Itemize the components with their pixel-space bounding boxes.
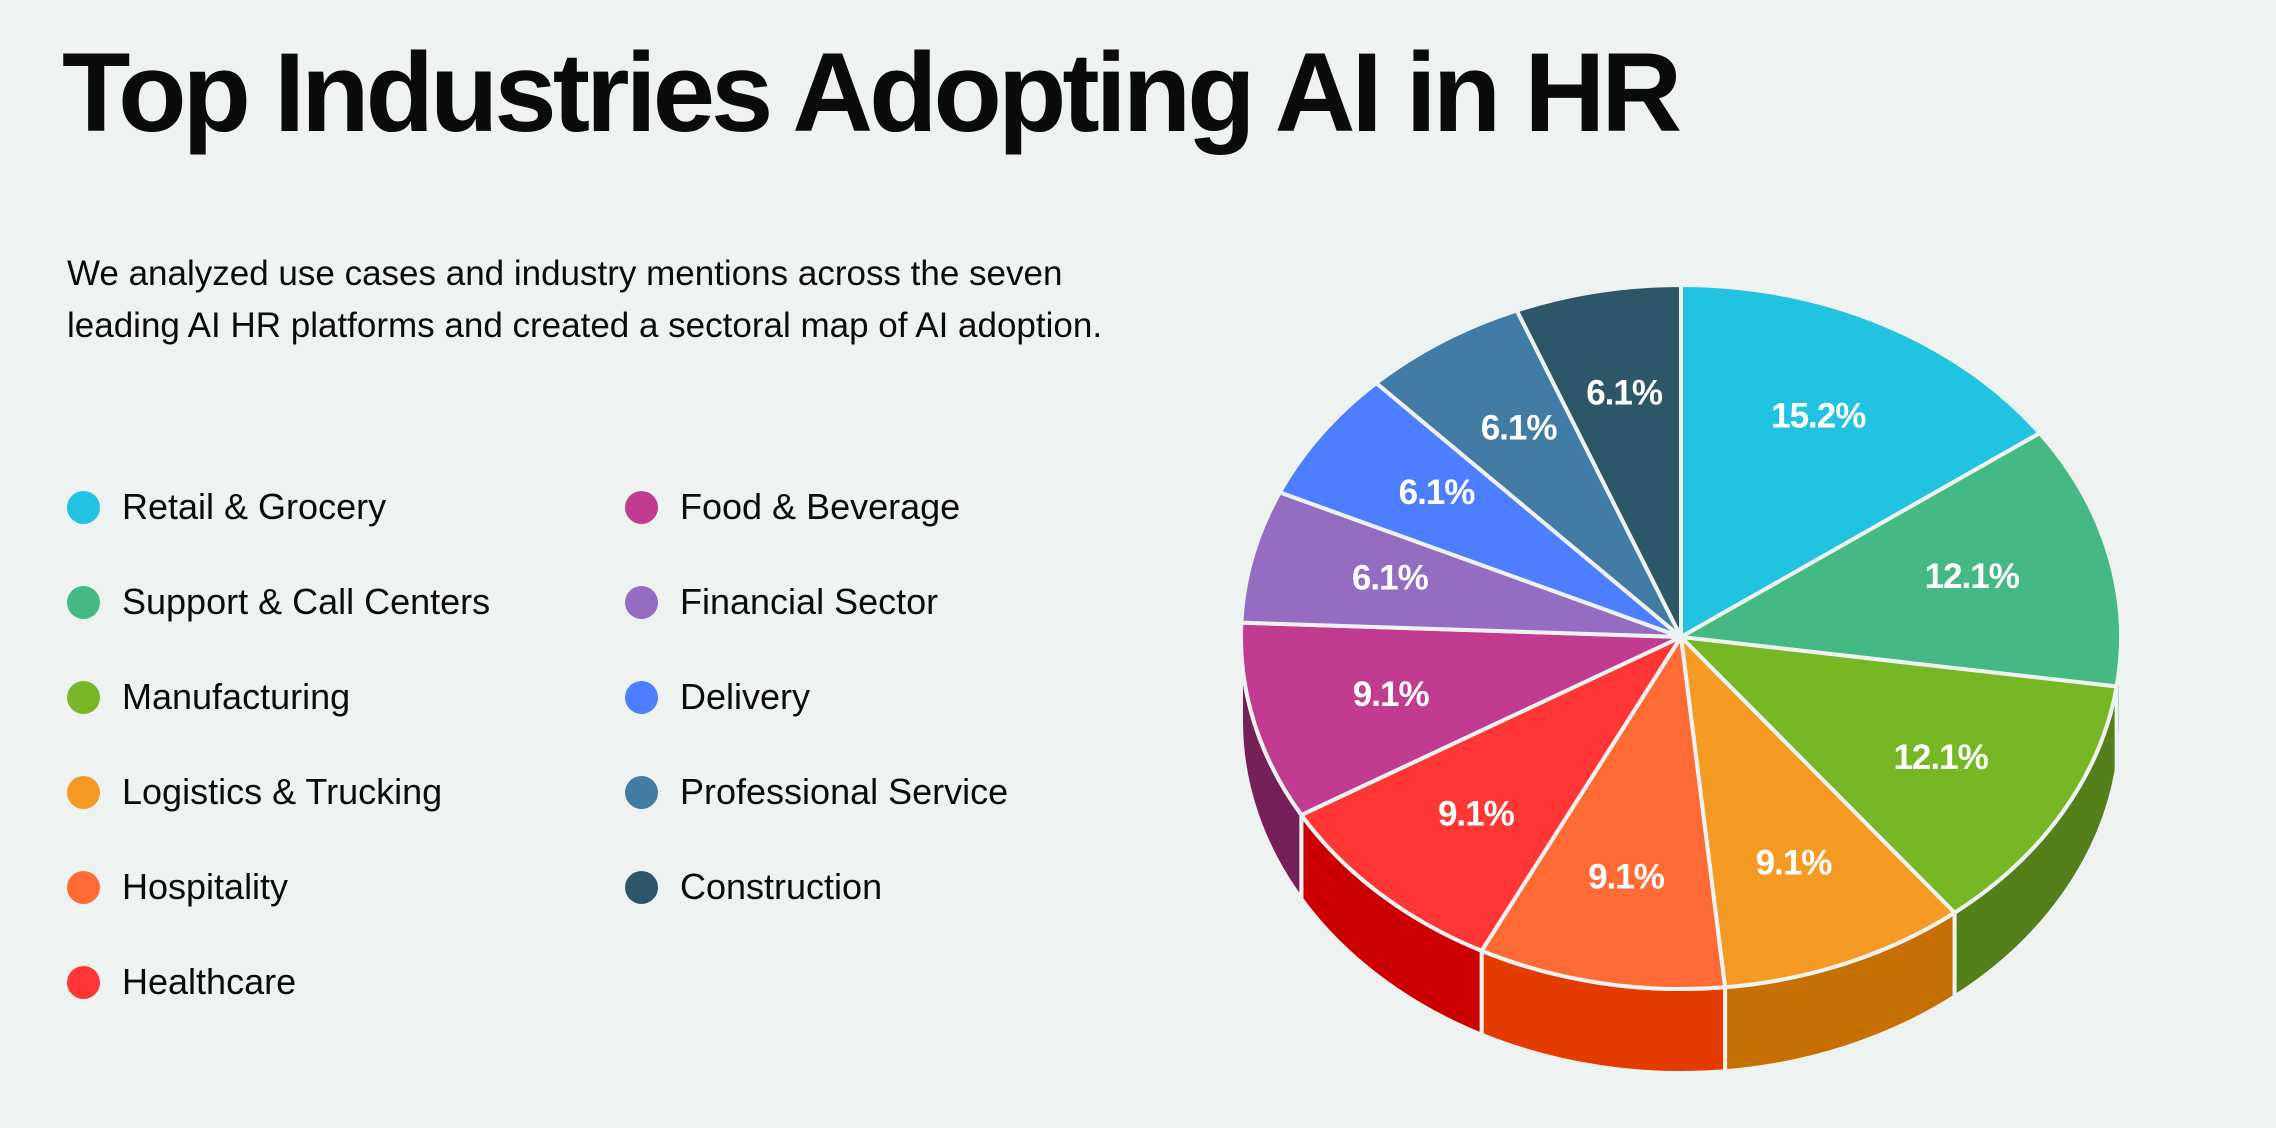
legend-label: Delivery: [680, 676, 811, 717]
pie-slice: [1679, 283, 2042, 639]
legend-item: Retail & Grocery: [67, 486, 386, 528]
description: We analyzed use cases and industry menti…: [67, 254, 1103, 345]
data-label: 6.1%: [1481, 408, 1558, 447]
legend-swatch: [67, 680, 100, 714]
legend-swatch: [67, 585, 100, 619]
data-label: 9.1%: [1756, 844, 1833, 883]
pie-slice: [1479, 635, 1728, 991]
data-label: 9.1%: [1353, 675, 1430, 714]
legend-item: Support & Call Centers: [67, 581, 490, 623]
legend-swatch: [67, 490, 100, 524]
legend-swatch: [625, 870, 658, 904]
data-label: 6.1%: [1352, 559, 1429, 598]
pie-slice: [1277, 381, 1683, 639]
legend-label: Manufacturing: [122, 676, 351, 717]
legend-item: Manufacturing: [67, 676, 350, 718]
legend-label: Healthcare: [122, 961, 297, 1002]
legend-swatch: [67, 775, 100, 809]
legend-item: Logistics & Trucking: [67, 771, 442, 813]
legend-item: Delivery: [625, 676, 810, 718]
pie-slice: [1239, 620, 1683, 817]
legend-swatch: [625, 585, 658, 619]
page-title: Top Industries Adopting AI in HR: [62, 30, 1682, 155]
legend-item: Healthcare: [67, 961, 296, 1003]
data-label: 12.1%: [1893, 738, 1988, 777]
legend-label: Food & Beverage: [680, 486, 961, 527]
legend-label: Logistics & Trucking: [122, 771, 443, 812]
pie-slice: [1239, 490, 1683, 639]
legend-item: Hospitality: [67, 866, 288, 908]
legend-swatch: [67, 870, 100, 904]
legend-label: Retail & Grocery: [122, 486, 387, 527]
pie-slice: [1299, 635, 1683, 953]
data-label: 6.1%: [1586, 373, 1663, 412]
data-label: 15.2%: [1771, 396, 1866, 435]
legend-label: Support & Call Centers: [122, 581, 491, 622]
legend-swatch: [67, 965, 100, 999]
data-label: 6.1%: [1399, 473, 1476, 512]
data-label: 9.1%: [1588, 857, 1665, 896]
legend-swatch: [625, 680, 658, 714]
legend-item: Construction: [625, 866, 882, 908]
pie-slice: [1679, 431, 2123, 689]
data-label: 9.1%: [1438, 795, 1515, 834]
data-label: 12.1%: [1925, 557, 2020, 596]
pie-slice: [1679, 635, 2119, 915]
legend-label: Financial Sector: [680, 581, 939, 622]
legend-swatch: [625, 490, 658, 524]
pie-slice: [1679, 635, 1957, 990]
legend-item: Professional Service: [625, 771, 1008, 813]
legend-swatch: [625, 775, 658, 809]
legend-item: Financial Sector: [625, 581, 938, 623]
legend-label: Construction: [680, 866, 883, 907]
pie-slice: [1374, 308, 1683, 639]
legend-label: Hospitality: [122, 866, 289, 907]
pie-slice: [1514, 283, 1683, 639]
legend-item: Food & Beverage: [625, 486, 960, 528]
legend-label: Professional Service: [680, 771, 1009, 812]
